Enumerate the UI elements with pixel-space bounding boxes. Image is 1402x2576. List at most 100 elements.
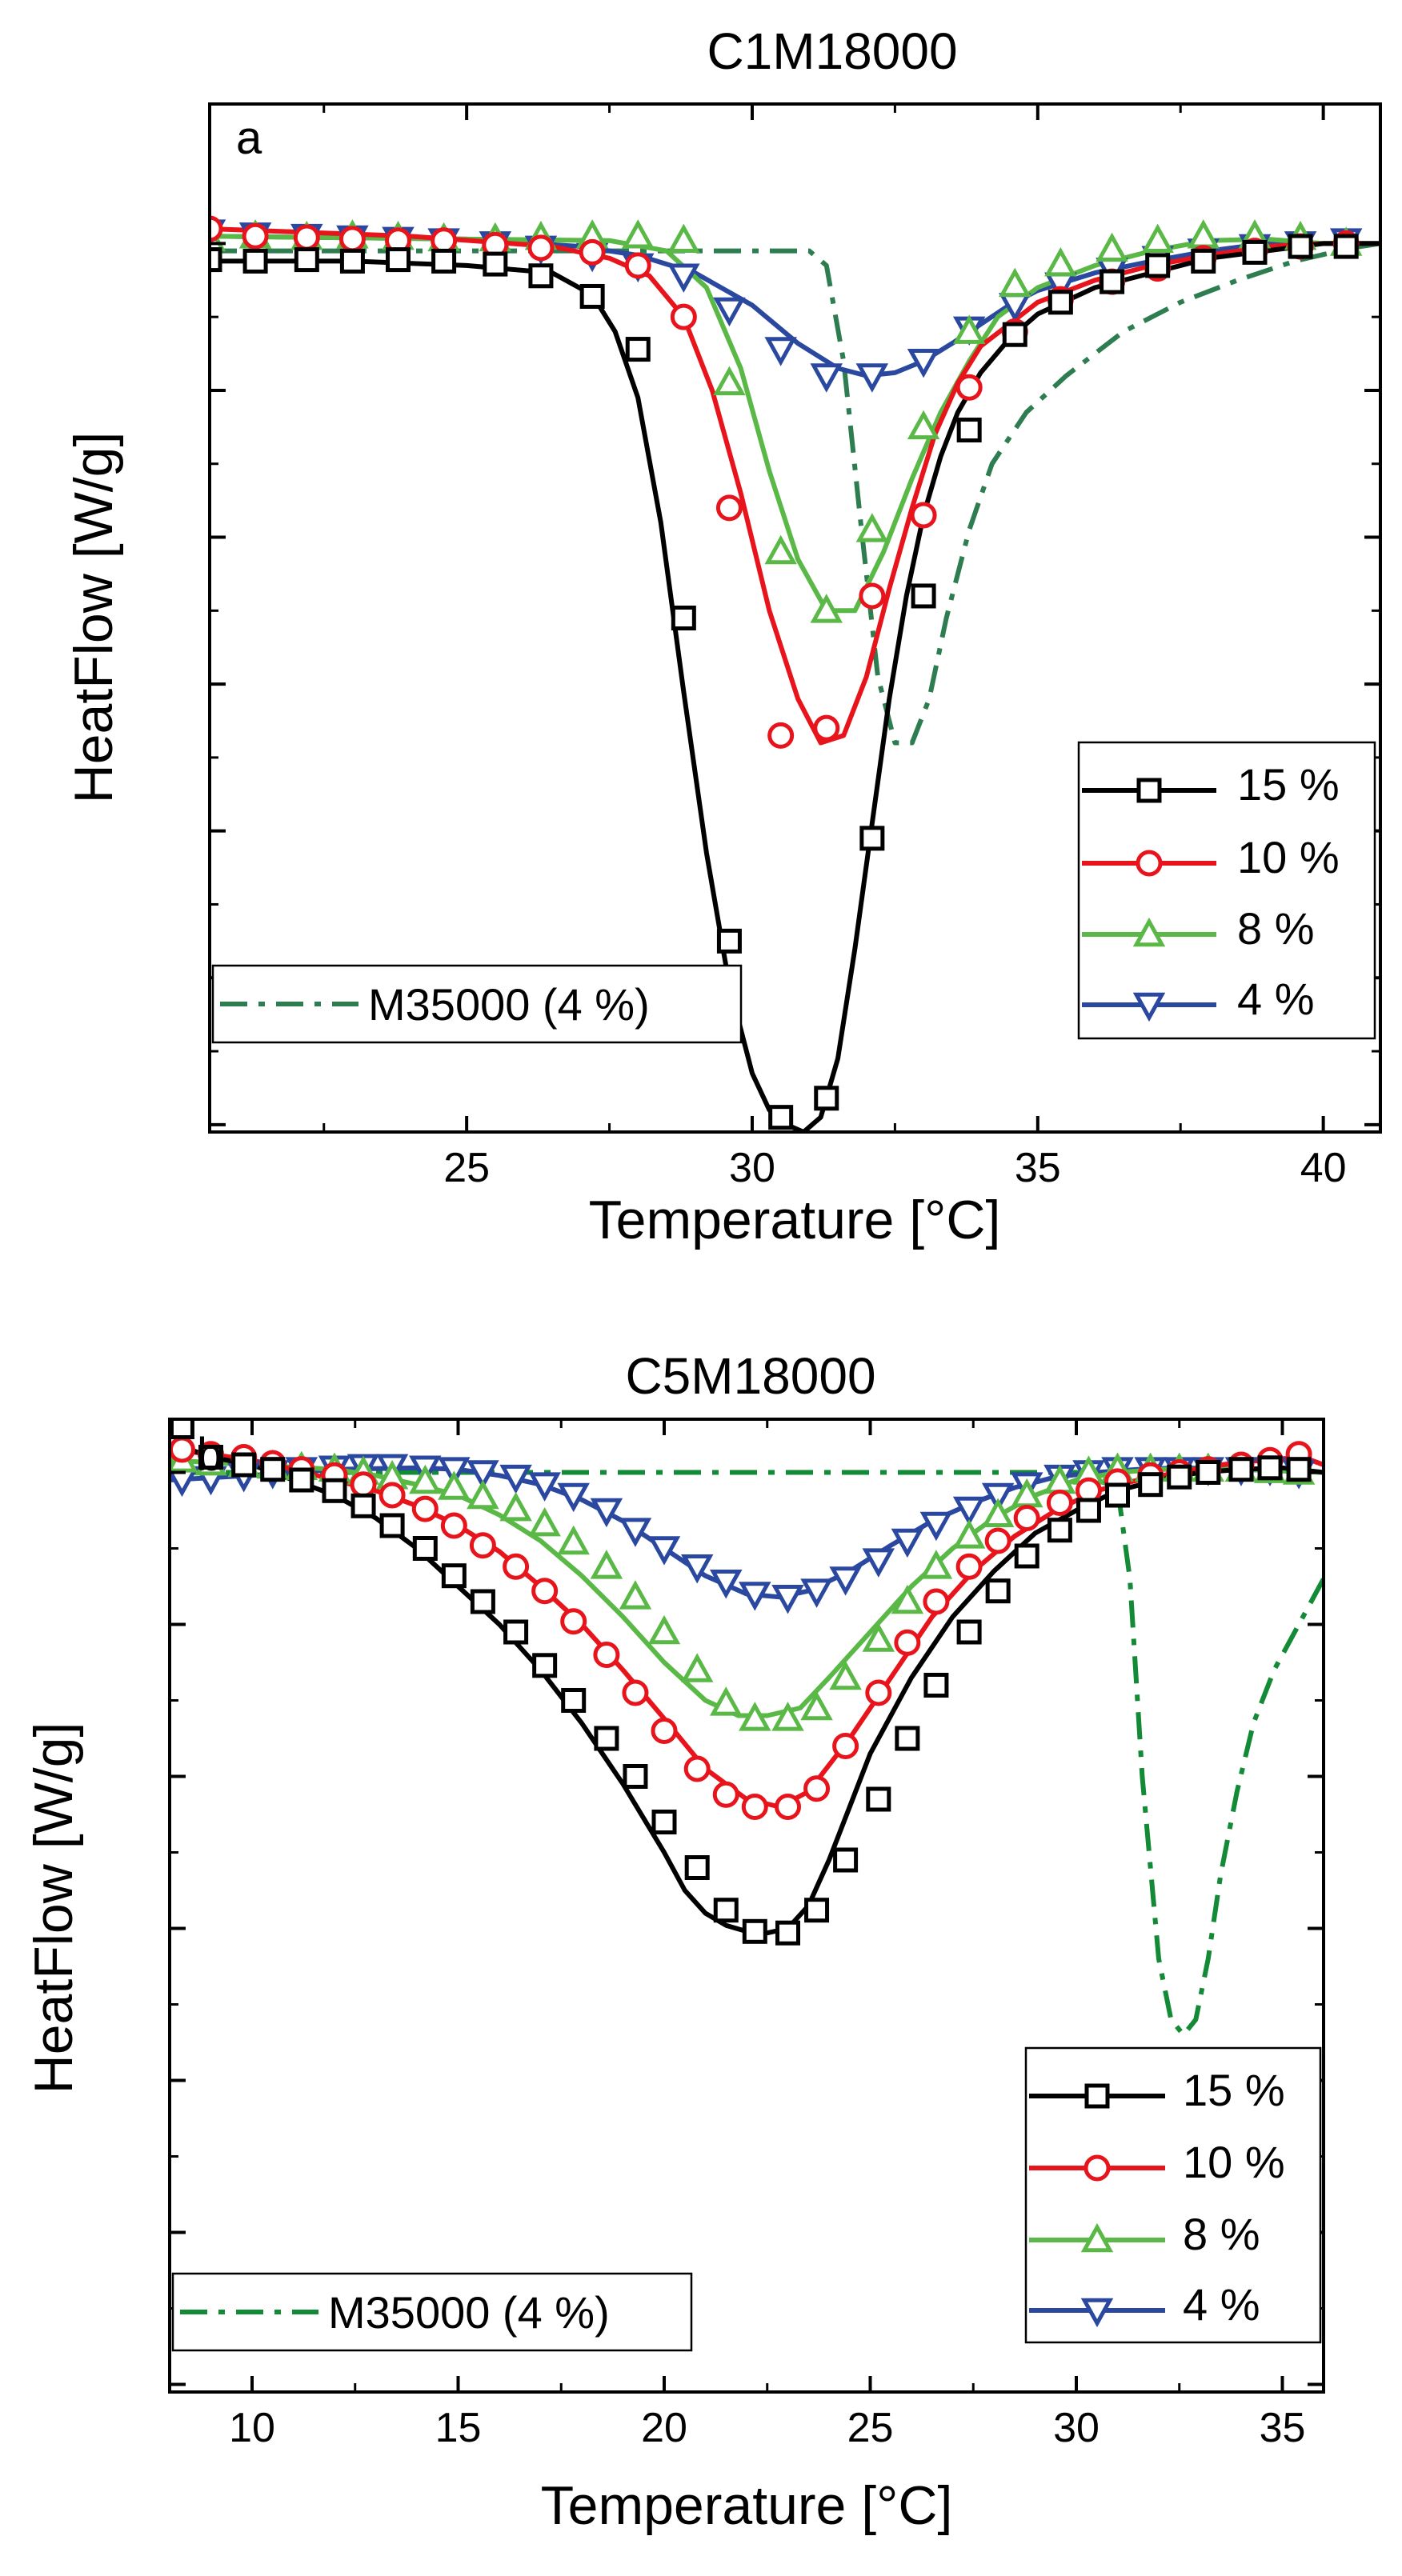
data-point-15 bbox=[716, 928, 742, 954]
series-line-10 bbox=[170, 1447, 1324, 1810]
data-point-8 bbox=[739, 1702, 771, 1731]
data-point-15 bbox=[198, 1445, 223, 1470]
data-point-15 bbox=[804, 1898, 830, 1923]
data-point-4 bbox=[710, 1570, 743, 1599]
legend-swatch-marker bbox=[1136, 778, 1162, 803]
data-point-15 bbox=[956, 418, 982, 443]
data-point-15 bbox=[412, 1536, 438, 1561]
legend-item-4 bbox=[1082, 992, 1216, 1022]
data-point-10 bbox=[242, 222, 269, 250]
data-point-8 bbox=[710, 1686, 743, 1716]
data-point-10 bbox=[923, 1588, 950, 1615]
data-point-15 bbox=[339, 248, 365, 274]
y-axis-label: HeatFlow [W/g] bbox=[23, 1722, 84, 2094]
data-point-15 bbox=[532, 1653, 558, 1678]
data-point-15 bbox=[561, 1688, 587, 1713]
data-point-10 bbox=[531, 1578, 559, 1605]
data-point-4 bbox=[438, 1457, 471, 1486]
data-point-15 bbox=[231, 1452, 257, 1478]
data-point-15 bbox=[1105, 1482, 1130, 1508]
x-tick-label: 30 bbox=[729, 1145, 775, 1191]
data-point-8 bbox=[1141, 223, 1174, 254]
data-point-10 bbox=[984, 1527, 1011, 1554]
data-point-4 bbox=[680, 1554, 714, 1584]
data-point-15 bbox=[1333, 234, 1359, 259]
legend-item-8 bbox=[1082, 917, 1216, 947]
panel-label: a bbox=[236, 112, 262, 164]
series-line-15 bbox=[210, 241, 1380, 1132]
data-point-15 bbox=[170, 1419, 194, 1439]
legend-item-10 bbox=[1082, 850, 1216, 877]
data-point-4 bbox=[528, 1472, 561, 1502]
data-point-15 bbox=[956, 1619, 982, 1645]
data-point-15 bbox=[1257, 1455, 1283, 1481]
data-point-10 bbox=[431, 227, 458, 254]
data-point-10 bbox=[651, 1718, 678, 1744]
data-point-15 bbox=[528, 263, 554, 289]
legend-box-secondary: M35000 (4 %) bbox=[211, 964, 743, 1044]
data-point-15 bbox=[379, 1513, 405, 1538]
data-point-15 bbox=[623, 1764, 648, 1789]
data-point-10 bbox=[560, 1608, 587, 1635]
data-point-10 bbox=[712, 1781, 739, 1808]
data-point-4 bbox=[829, 1566, 862, 1596]
data-point-8 bbox=[667, 223, 700, 254]
data-point-10 bbox=[813, 714, 840, 742]
data-point-15 bbox=[625, 337, 651, 362]
data-point-4 bbox=[619, 1518, 652, 1547]
plot-frame bbox=[208, 102, 1382, 1134]
data-point-10 bbox=[527, 234, 555, 262]
data-point-15 bbox=[684, 1855, 710, 1880]
data-point-15 bbox=[322, 1478, 347, 1503]
data-point-15 bbox=[294, 247, 319, 273]
data-point-10 bbox=[350, 1471, 377, 1498]
data-point-10 bbox=[865, 1679, 892, 1706]
legend-label-4: 4 % bbox=[1183, 2279, 1260, 2330]
data-point-10 bbox=[411, 1495, 439, 1522]
x-tick-label: 15 bbox=[435, 2405, 482, 2451]
legend-swatch-marker bbox=[1080, 2222, 1114, 2253]
data-point-8 bbox=[467, 1479, 499, 1510]
chart-panel-b: C5M18000 10 15 20 25 30 35 b HeatFlow [W/g] T… bbox=[23, 1347, 1325, 2536]
data-point-15 bbox=[775, 1920, 800, 1946]
x-tick-label: 25 bbox=[443, 1145, 490, 1191]
data-point-4 bbox=[891, 1528, 924, 1558]
legend-item-4 bbox=[1029, 2298, 1165, 2328]
data-point-4 bbox=[981, 1482, 1015, 1513]
x-tick-label: 40 bbox=[1300, 1145, 1347, 1191]
data-point-10 bbox=[379, 1482, 406, 1509]
data-point-4 bbox=[557, 1482, 590, 1513]
data-point-15 bbox=[833, 1847, 859, 1873]
data-point-8 bbox=[764, 534, 797, 565]
data-point-15 bbox=[1047, 1518, 1072, 1543]
data-point-4 bbox=[919, 1511, 953, 1542]
data-point-4 bbox=[647, 1536, 681, 1566]
data-point-8 bbox=[621, 219, 655, 249]
data-point-4 bbox=[952, 1496, 986, 1526]
legend-swatch-marker bbox=[1084, 2083, 1110, 2109]
axis-ticks-b: 10 15 20 25 30 35 bbox=[170, 1419, 1324, 2451]
data-point-10 bbox=[593, 1642, 620, 1668]
data-point-15 bbox=[1047, 290, 1073, 315]
series-layer-a bbox=[210, 215, 1380, 1132]
data-point-15 bbox=[895, 1726, 920, 1751]
data-point-8 bbox=[590, 1550, 623, 1579]
legend-label-15: 15 % bbox=[1183, 2065, 1285, 2115]
x-tick-label: 35 bbox=[1015, 1145, 1061, 1191]
data-point-4 bbox=[862, 1548, 895, 1578]
legend-label-4: 4 % bbox=[1237, 974, 1315, 1024]
data-point-10 bbox=[955, 374, 983, 401]
series-line-M35000-4 bbox=[170, 1470, 1324, 2038]
data-point-15 bbox=[1145, 253, 1171, 278]
data-point-10 bbox=[503, 1553, 530, 1580]
data-point-8 bbox=[528, 1506, 561, 1537]
data-point-15 bbox=[350, 1493, 376, 1518]
data-point-4 bbox=[855, 363, 889, 393]
data-point-8 bbox=[810, 594, 843, 623]
data-point-8 bbox=[891, 1584, 924, 1614]
data-point-10 bbox=[767, 722, 795, 749]
data-point-8 bbox=[981, 1498, 1015, 1527]
data-point-4 bbox=[771, 1585, 804, 1614]
data-point-8 bbox=[647, 1614, 681, 1645]
